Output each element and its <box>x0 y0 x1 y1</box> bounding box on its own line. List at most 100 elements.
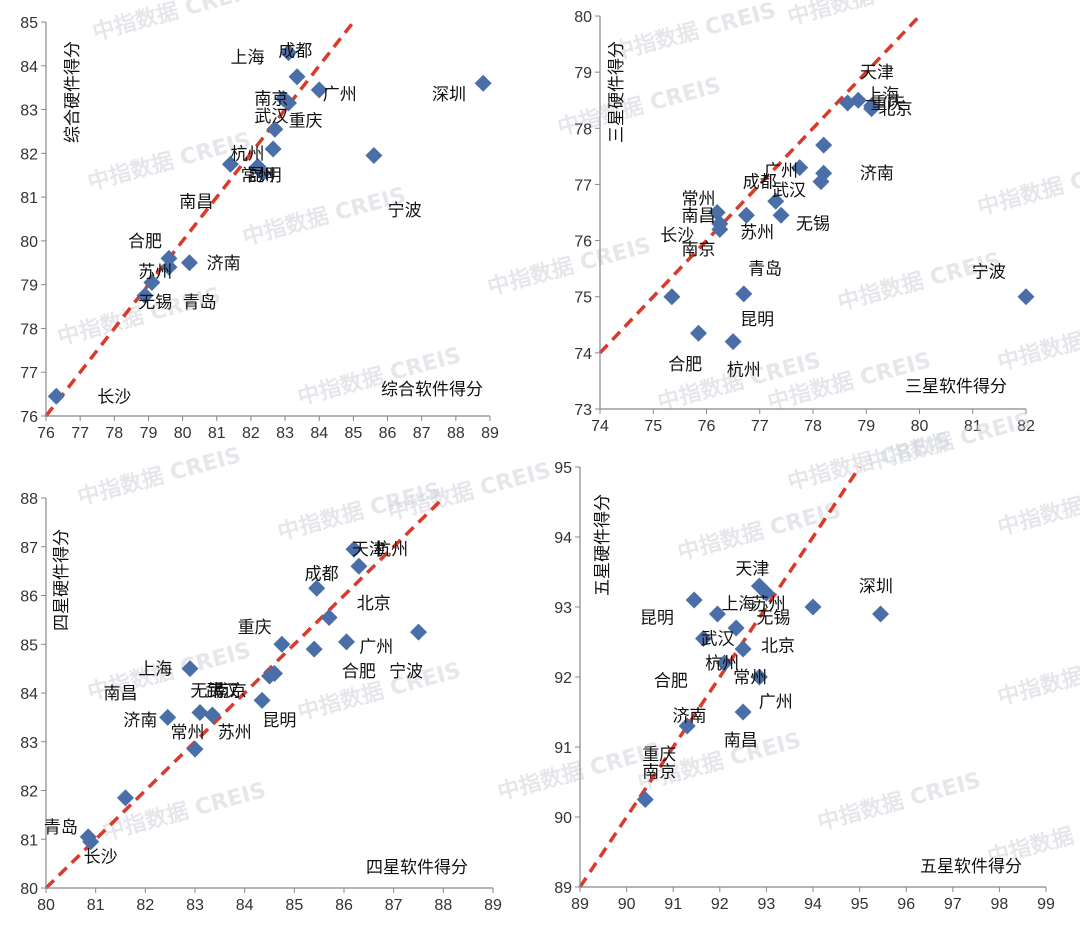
x-tick-label: 78 <box>105 425 123 442</box>
data-label: 广州 <box>359 638 393 658</box>
y-tick-label: 81 <box>20 832 38 849</box>
data-label: 南昌 <box>682 206 716 226</box>
data-point-杭州 <box>724 333 742 351</box>
x-axis-title: 综合软件得分 <box>381 380 483 400</box>
x-tick-label: 96 <box>897 896 915 913</box>
data-label: 常州 <box>241 166 275 186</box>
y-tick-label: 76 <box>574 234 592 251</box>
data-point-青岛 <box>735 285 753 303</box>
y-axis-title: 三星硬件得分 <box>607 41 627 143</box>
data-label: 武汉 <box>205 682 239 702</box>
data-point-杭州 <box>734 640 752 658</box>
data-point-济南 <box>678 717 696 735</box>
x-tick-label: 81 <box>208 425 226 442</box>
y-tick-label: 84 <box>20 686 38 703</box>
data-point-合肥 <box>160 249 178 267</box>
x-tick-label: 93 <box>758 896 776 913</box>
data-label: 合肥 <box>668 355 702 375</box>
watermark: 中指数据 CREIS <box>75 442 244 511</box>
x-tick-label: 75 <box>644 418 662 435</box>
data-point-宁波 <box>1017 288 1035 306</box>
x-tick-label: 85 <box>344 425 362 442</box>
x-tick-label: 82 <box>1017 418 1035 435</box>
data-label: 苏州 <box>740 223 774 243</box>
data-point-武汉 <box>265 665 283 682</box>
watermark: 中指数据 CREIS <box>90 0 259 46</box>
data-label: 合肥 <box>654 672 688 692</box>
data-label: 长沙 <box>660 226 694 246</box>
data-label: 深圳 <box>859 577 893 597</box>
x-tick-label: 88 <box>447 425 465 442</box>
data-label: 苏州 <box>138 263 172 283</box>
x-tick-label: 98 <box>991 896 1009 913</box>
data-label: 苏州 <box>752 595 786 615</box>
data-point-长沙 <box>711 220 729 238</box>
x-tick-label: 81 <box>964 418 982 435</box>
x-tick-label: 77 <box>71 425 89 442</box>
data-point-苏州 <box>757 584 775 602</box>
data-label: 青岛 <box>183 293 217 313</box>
x-tick-label: 80 <box>911 418 929 435</box>
y-tick-label: 90 <box>554 810 572 827</box>
data-label: 南京 <box>213 682 247 702</box>
y-tick-label: 84 <box>20 59 38 76</box>
data-point-深圳 <box>474 74 492 92</box>
x-tick-label: 99 <box>1037 896 1055 913</box>
data-label: 北京 <box>761 637 795 657</box>
y-tick-label: 86 <box>20 589 38 606</box>
data-point-南京 <box>812 173 830 191</box>
x-axis-title: 五星软件得分 <box>920 857 1022 877</box>
y-tick-label: 95 <box>554 460 572 477</box>
y-tick-label: 82 <box>20 146 38 163</box>
data-point-南昌 <box>116 789 134 807</box>
x-tick-label: 82 <box>136 897 154 914</box>
data-label: 无锡 <box>756 609 790 629</box>
data-point-济南 <box>815 136 833 154</box>
x-tick-label: 85 <box>285 897 303 914</box>
data-point-常州 <box>708 204 726 221</box>
watermark: 中指数据 CREIS <box>610 0 779 66</box>
data-point-杭州 <box>350 557 368 575</box>
y-tick-label: 87 <box>20 540 38 557</box>
data-label: 青岛 <box>44 818 78 838</box>
x-tick-label: 91 <box>664 896 682 913</box>
y-axis-title: 综合硬件得分 <box>63 41 83 143</box>
x-axis-title: 四星软件得分 <box>366 858 468 878</box>
y-tick-label: 77 <box>574 177 592 194</box>
data-label: 南昌 <box>724 731 758 751</box>
x-tick-label: 92 <box>711 896 729 913</box>
data-label: 济南 <box>123 711 157 731</box>
data-label: 杭州 <box>705 654 739 674</box>
y-tick-label: 94 <box>554 530 572 547</box>
data-point-北京 <box>804 598 822 616</box>
x-axis-title: 三星软件得分 <box>905 377 1007 397</box>
data-label: 济南 <box>860 164 894 184</box>
y-tick-label: 83 <box>20 103 38 120</box>
x-tick-label: 94 <box>804 896 822 913</box>
data-point-常州 <box>186 740 204 758</box>
data-point-成都 <box>308 579 326 597</box>
y-tick-label: 92 <box>554 670 572 687</box>
data-point-上海 <box>181 660 199 678</box>
data-point-济南 <box>180 254 198 272</box>
data-label: 昆明 <box>262 711 296 731</box>
watermark: 中指数据 CREIS <box>295 657 464 726</box>
data-label: 武汉 <box>254 107 288 127</box>
x-tick-label: 86 <box>379 425 397 442</box>
data-point-成都 <box>279 44 297 62</box>
y-tick-label: 85 <box>20 637 38 654</box>
watermark: 中指数据 CREIS <box>995 472 1080 541</box>
y-tick-label: 83 <box>20 735 38 752</box>
y-axis-title: 五星硬件得分 <box>593 494 613 596</box>
data-label: 成都 <box>278 41 312 61</box>
data-label: 武汉 <box>700 630 734 650</box>
data-label: 广州 <box>764 161 798 181</box>
data-label: 杭州 <box>727 361 761 381</box>
x-tick-label: 89 <box>484 897 502 914</box>
data-point-北京 <box>863 100 881 118</box>
x-tick-label: 88 <box>434 897 452 914</box>
data-label: 常州 <box>171 723 205 743</box>
data-label: 重庆 <box>871 94 905 114</box>
